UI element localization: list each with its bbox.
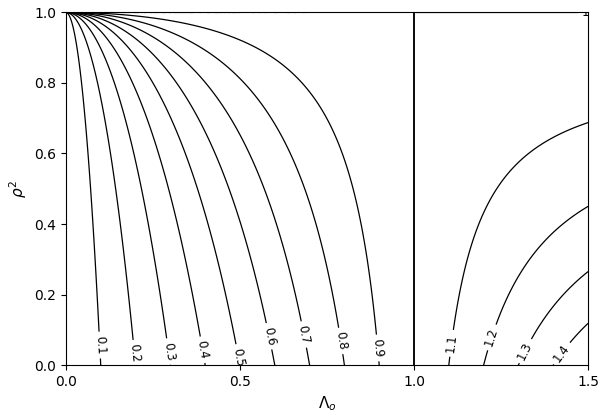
Text: 0.1: 0.1 xyxy=(93,336,107,354)
Text: 0.5: 0.5 xyxy=(230,347,247,368)
Text: 1.1: 1.1 xyxy=(444,333,459,353)
Text: 0.7: 0.7 xyxy=(296,324,312,345)
Text: 0.4: 0.4 xyxy=(195,339,210,360)
X-axis label: $\Lambda_o$: $\Lambda_o$ xyxy=(318,394,336,413)
Y-axis label: $\rho^2$: $\rho^2$ xyxy=(7,180,28,198)
Text: 1: 1 xyxy=(582,6,589,19)
Text: 0.3: 0.3 xyxy=(161,341,176,362)
Text: 0.9: 0.9 xyxy=(370,338,385,358)
Text: 0.2: 0.2 xyxy=(127,344,142,363)
Text: 0.6: 0.6 xyxy=(261,326,278,346)
Text: 1.4: 1.4 xyxy=(551,342,572,365)
Text: 1.3: 1.3 xyxy=(515,340,535,362)
Text: 0.8: 0.8 xyxy=(333,331,348,351)
Text: 1.2: 1.2 xyxy=(482,326,501,348)
